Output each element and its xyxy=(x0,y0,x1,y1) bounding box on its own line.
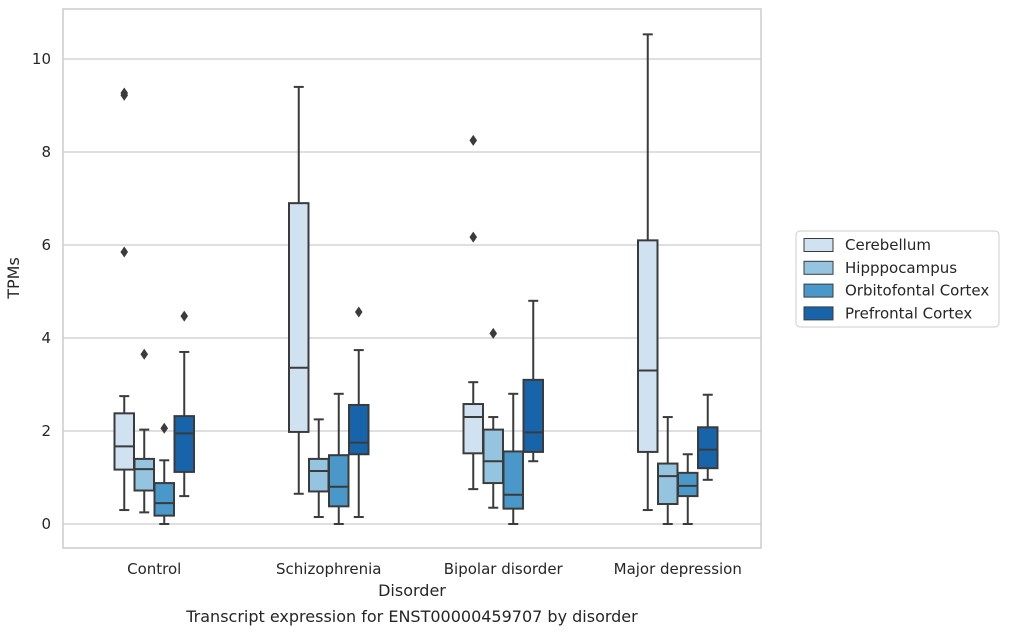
x-tick-label-schizophrenia: Schizophrenia xyxy=(276,560,381,578)
x-tick-label-bipolar-disorder: Bipolar disorder xyxy=(444,560,564,578)
box-major-depression-orbitofontal-cortex xyxy=(677,453,699,525)
plot-frame xyxy=(62,8,762,549)
y-tick-label-2: 2 xyxy=(41,422,51,440)
legend-label: Orbitofontal Cortex xyxy=(845,282,989,300)
box-control-orbitofontal-cortex xyxy=(153,422,175,525)
box-iqr xyxy=(328,454,350,508)
legend-swatch xyxy=(803,238,834,252)
boxes xyxy=(113,33,719,525)
legend-frame xyxy=(795,230,1000,328)
legend-label: Cerebellum xyxy=(845,236,931,254)
outlier-point xyxy=(120,87,129,99)
outlier-point xyxy=(469,231,478,243)
box-bipolar-disorder-prefrontal-cortex xyxy=(522,299,544,463)
box-iqr xyxy=(522,378,544,453)
y-axis-label: TPMs xyxy=(4,257,23,300)
box-iqr xyxy=(677,471,699,498)
legend-item-prefrontal-cortex: Prefrontal Cortex xyxy=(803,304,972,322)
outlier-point xyxy=(120,246,129,258)
y-tick-labels: 0 2 4 6 8 10 xyxy=(32,50,51,533)
y-tick-label-4: 4 xyxy=(41,329,51,347)
box-iqr xyxy=(153,482,175,517)
box-iqr xyxy=(173,415,195,473)
x-axis-label: Disorder xyxy=(378,581,446,600)
box-control-prefrontal-cortex xyxy=(173,310,195,498)
outlier-point xyxy=(180,310,189,322)
box-iqr xyxy=(288,202,310,433)
box-iqr xyxy=(697,426,719,470)
box-bipolar-disorder-cerebellum xyxy=(462,134,484,491)
x-tick-label-control: Control xyxy=(127,560,181,578)
box-iqr xyxy=(502,450,524,510)
legend: Cerebellum Hipppocampus Orbitofontal Corte… xyxy=(795,230,1000,328)
legend-label: Prefrontal Cortex xyxy=(845,304,972,322)
outlier-point xyxy=(160,422,169,434)
legend-item-cerebellum: Cerebellum xyxy=(803,236,931,254)
outlier-point xyxy=(489,327,498,339)
y-tick-label-0: 0 xyxy=(41,515,51,533)
legend-swatch xyxy=(803,260,834,275)
legend-swatch xyxy=(803,283,834,298)
box-control-cerebellum xyxy=(113,87,135,512)
outlier-point xyxy=(140,348,149,360)
box-schizophrenia-hipppocampus xyxy=(308,418,330,519)
legend-swatch xyxy=(803,306,834,321)
figure-caption: Transcript expression for ENST0000045970… xyxy=(185,607,638,626)
box-iqr xyxy=(657,462,679,506)
box-iqr xyxy=(133,457,155,492)
box-iqr xyxy=(113,412,135,471)
outlier-point xyxy=(469,134,478,146)
outlier-point xyxy=(354,306,363,318)
box-schizophrenia-cerebellum xyxy=(288,85,310,495)
x-tick-labels: Control Schizophrenia Bipolar disorder Majo… xyxy=(127,560,742,578)
x-tick-label-major-depression: Major depression xyxy=(614,560,742,578)
box-schizophrenia-orbitofontal-cortex xyxy=(328,392,350,525)
box-major-depression-cerebellum xyxy=(637,33,659,512)
legend-item-orbitofontal-cortex: Orbitofontal Cortex xyxy=(803,282,989,300)
y-tick-label-6: 6 xyxy=(41,236,51,254)
box-major-depression-hipppocampus xyxy=(657,416,679,525)
box-iqr xyxy=(308,457,330,493)
box-bipolar-disorder-hipppocampus xyxy=(482,327,504,509)
box-iqr xyxy=(348,403,370,456)
box-iqr xyxy=(462,403,484,455)
box-iqr xyxy=(482,428,504,485)
box-major-depression-prefrontal-cortex xyxy=(697,393,719,481)
y-tick-label-8: 8 xyxy=(41,143,51,161)
box-iqr xyxy=(637,239,659,453)
legend-label: Hipppocampus xyxy=(845,259,957,277)
box-schizophrenia-prefrontal-cortex xyxy=(348,306,370,519)
box-control-hipppocampus xyxy=(133,348,155,514)
box-bipolar-disorder-orbitofontal-cortex xyxy=(502,392,524,525)
legend-item-hipppocampus: Hipppocampus xyxy=(803,259,957,277)
y-tick-label-10: 10 xyxy=(32,50,51,68)
